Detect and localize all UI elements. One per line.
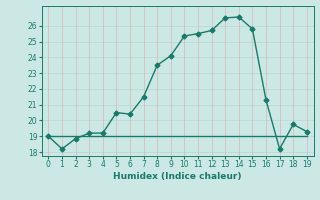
X-axis label: Humidex (Indice chaleur): Humidex (Indice chaleur) [113,172,242,181]
